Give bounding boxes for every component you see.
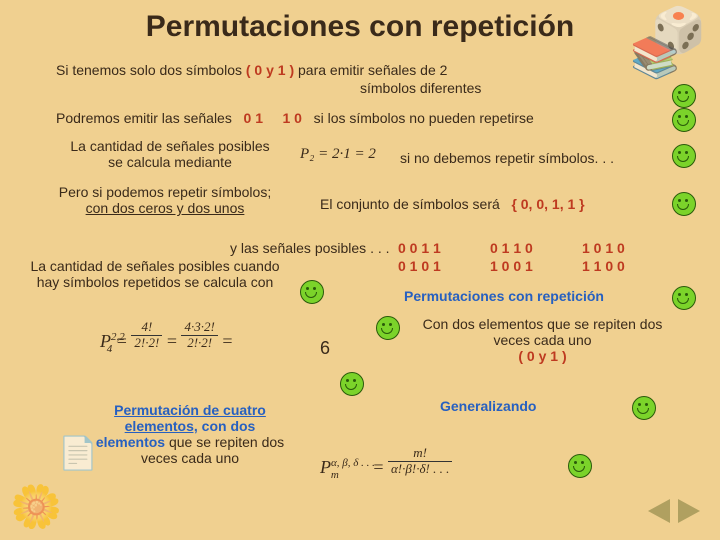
line1-b: ( 0 y 1 ) xyxy=(246,62,294,78)
smiley-icon xyxy=(672,192,696,216)
formula-p4-den2: 2!·2! xyxy=(181,336,217,351)
signal-10: 1 0 xyxy=(282,110,301,126)
smiley-icon xyxy=(672,286,696,310)
formula-gen-den: α!·β!·δ! . . . xyxy=(388,462,452,477)
smiley-icon xyxy=(340,372,364,396)
sig-r1c3: 1 0 1 0 xyxy=(582,240,625,256)
symbol-set: { 0, 0, 1, 1 } xyxy=(511,196,584,212)
perm-label: Permutaciones con repetición xyxy=(404,288,604,304)
line1-a: Si tenemos solo dos símbolos xyxy=(56,62,242,78)
sig-r1c1: 0 0 1 1 xyxy=(398,240,441,256)
formula-gen-num: m! xyxy=(388,446,452,462)
prev-arrow[interactable] xyxy=(648,499,670,523)
formula-gen-sup: α, β, δ . . . xyxy=(331,457,375,469)
line4-b: con dos ceros y dos unos xyxy=(86,200,245,216)
formula-p2: P₂ = 2·1 = 2 xyxy=(300,146,376,163)
line3-b: si no debemos repetir símbolos. . . xyxy=(400,150,614,166)
line5-a: y las señales posibles . . . xyxy=(230,240,390,256)
sig-r2c2: 1 0 0 1 xyxy=(490,258,533,274)
line6: La cantidad de señales posibles cuando h… xyxy=(30,258,280,290)
line7-a: Con dos elementos que se repiten dos vec… xyxy=(423,316,663,348)
smiley-icon xyxy=(672,108,696,132)
nav-arrows xyxy=(646,499,702,528)
formula-gen-lhs: P xyxy=(320,457,331,477)
line4-c: El conjunto de símbolos será xyxy=(320,196,500,212)
smiley-icon xyxy=(300,280,324,304)
line2-b: si los símbolos no pueden repetirse xyxy=(314,110,534,126)
smiley-icon xyxy=(568,454,592,478)
sig-r1c2: 0 1 1 0 xyxy=(490,240,533,256)
smiley-icon xyxy=(672,144,696,168)
line9: Generalizando xyxy=(440,398,536,414)
formula-p4-sub: 4 xyxy=(107,343,113,355)
decor-flower: 🌼 xyxy=(10,483,62,532)
smiley-icon xyxy=(376,316,400,340)
line2-a: Podremos emitir las señales xyxy=(56,110,232,126)
sig-r2c3: 1 1 0 0 xyxy=(582,258,625,274)
smiley-icon xyxy=(632,396,656,420)
line7-b: ( 0 y 1 ) xyxy=(518,348,566,364)
sig-r2c1: 0 1 0 1 xyxy=(398,258,441,274)
line4-a: Pero si podemos repetir símbolos; xyxy=(59,184,271,200)
formula-p4-result: 6 xyxy=(320,338,330,359)
line1-c: para emitir señales de 2 xyxy=(298,62,447,78)
formula-p4-den1: 2!·2! xyxy=(131,336,162,351)
page-title: Permutaciones con repetición xyxy=(0,10,720,44)
formula-p4-num2: 4·3·2! xyxy=(181,320,217,336)
line1-d: símbolos diferentes xyxy=(360,80,481,96)
signal-01: 0 1 xyxy=(244,110,263,126)
next-arrow[interactable] xyxy=(678,499,700,523)
smiley-icon xyxy=(672,84,696,108)
formula-gen-sub: m xyxy=(331,469,339,481)
formula-p4-num1: 4! xyxy=(131,320,162,336)
line3-a: La cantidad de señales posibles se calcu… xyxy=(70,138,270,170)
